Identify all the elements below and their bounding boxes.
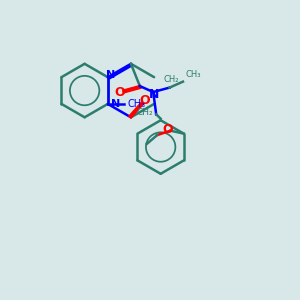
Text: CH₃: CH₃ xyxy=(185,70,201,79)
Text: N: N xyxy=(148,88,159,101)
Text: O: O xyxy=(163,123,173,136)
Text: CH₂: CH₂ xyxy=(136,108,153,117)
Text: O: O xyxy=(115,85,125,98)
Text: O: O xyxy=(139,94,150,107)
Text: CH₂: CH₂ xyxy=(163,75,178,84)
Text: N: N xyxy=(106,70,115,80)
Text: CH₃: CH₃ xyxy=(128,99,146,109)
Text: N: N xyxy=(111,99,121,109)
